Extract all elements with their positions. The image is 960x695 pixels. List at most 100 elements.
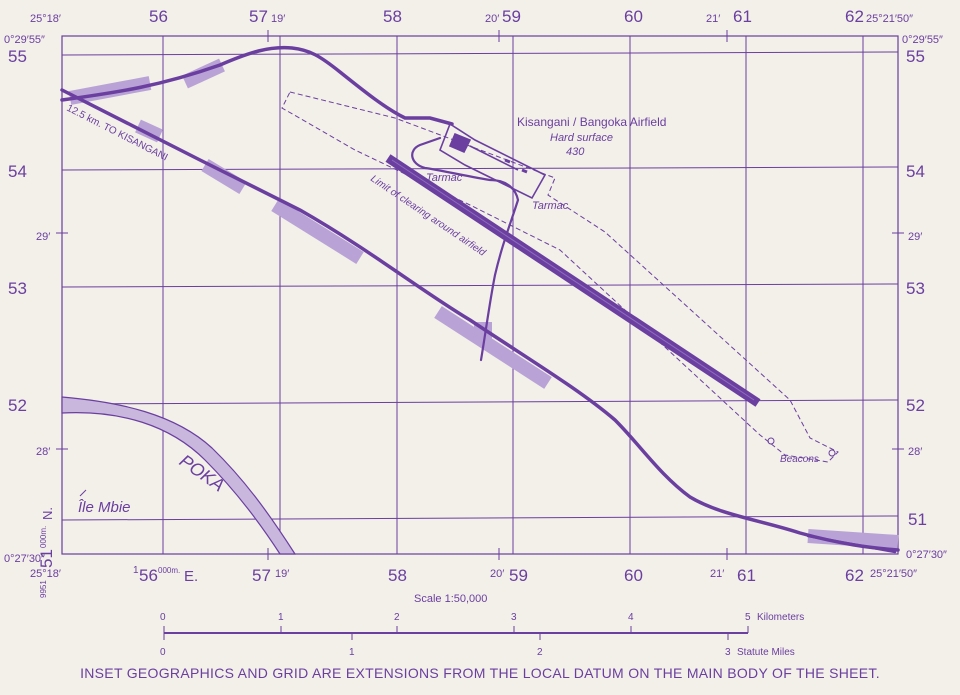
scale-bar: Scale 1:50,000 0 1 2 3 4 5 Kilometers 0 …	[160, 593, 804, 658]
tarmac-label-2: Tarmac	[532, 200, 569, 212]
northing-suffix: 000m.	[39, 526, 48, 548]
easting-grid	[162, 36, 864, 554]
corner-top-left-lon: 25°18′	[30, 13, 61, 25]
left-label-53: 53	[8, 279, 27, 298]
corner-coordinates: 25°18′ 0°29′55″ 25°21′50″ 0°29′55″ 0°27′…	[4, 13, 947, 580]
easting-label: 1 56 000m. E.	[133, 565, 198, 585]
right-label-52: 52	[906, 396, 925, 415]
right-label-51: 51	[908, 510, 927, 529]
mile-unit: Statute Miles	[737, 647, 795, 658]
right-label-55: 55	[906, 47, 925, 66]
corner-bottom-right-lat: 0°27′30″	[906, 549, 947, 561]
corner-bottom-right-lon: 25°21′50″	[870, 568, 917, 580]
minute-top-21: 21′	[706, 13, 720, 25]
left-label-55: 55	[8, 47, 27, 66]
grid-line-55	[61, 51, 899, 56]
corner-top-right-lat: 0°29′55″	[902, 34, 943, 46]
minute-left-28: 28′	[36, 446, 50, 458]
roads	[60, 45, 900, 554]
airfield-complex	[439, 122, 547, 200]
minute-ticks	[56, 30, 904, 560]
airfield-name: Kisangani / Bangoka Airfield	[517, 115, 666, 129]
right-label-54: 54	[906, 162, 925, 181]
northing-label: 51 9951 000m. N.	[37, 507, 56, 598]
km-unit: Kilometers	[757, 612, 804, 623]
corner-bottom-left-lat: 0°27′30″	[4, 553, 45, 565]
top-label-58: 58	[383, 7, 402, 26]
corner-top-right-lon: 25°21′50″	[866, 13, 913, 25]
bottom-grid-labels: 57 58 59 60 61 62	[252, 566, 864, 585]
minute-bottom-20: 20′	[490, 568, 504, 580]
top-label-59: 59	[502, 7, 521, 26]
minute-bottom-19: 19′	[275, 568, 289, 580]
minute-top-20: 20′	[485, 13, 499, 25]
tarmac-label-1: Tarmac	[426, 172, 463, 184]
datum-note: INSET GEOGRAPHICS AND GRID ARE EXTENSION…	[80, 665, 880, 681]
km-tick-3: 3	[511, 612, 517, 623]
map-frame	[61, 35, 899, 555]
km-ticks	[163, 626, 749, 633]
minute-top-19: 19′	[271, 13, 285, 25]
easting-suffix: 000m.	[158, 566, 180, 575]
top-grid-labels: 56 57 58 59 60 61 62	[149, 7, 864, 26]
easting-prefix: 1	[133, 565, 139, 576]
km-tick-0: 0	[160, 612, 166, 623]
minute-bottom-21: 21′	[710, 568, 724, 580]
scale-title: Scale 1:50,000	[414, 593, 487, 605]
bottom-label-58: 58	[388, 566, 407, 585]
mile-ticks	[163, 633, 729, 640]
km-tick-1: 1	[278, 612, 284, 623]
airfield-elevation: 430	[566, 146, 585, 158]
poka-river	[61, 396, 297, 555]
corner-bottom-left-lon: 25°18′	[30, 568, 61, 580]
left-grid-labels: 55 54 53 52	[8, 47, 27, 415]
terminal-building	[448, 132, 472, 154]
mile-tick-3: 3	[725, 647, 731, 658]
runway-centerline	[391, 159, 755, 401]
easting-value: 56	[139, 566, 158, 585]
mile-tick-2: 2	[537, 647, 543, 658]
beacons-label: Beacons	[780, 454, 819, 465]
minute-right-28: 28′	[908, 446, 922, 458]
right-grid-labels: 55 54 53 52 51	[906, 47, 927, 529]
terminal-apron	[439, 122, 547, 200]
beacon-2	[828, 449, 836, 457]
northing-direction: N.	[40, 507, 55, 520]
bottom-label-57: 57	[252, 566, 271, 585]
main-road	[60, 88, 900, 552]
minute-left-29: 29′	[36, 231, 50, 243]
easting-direction: E.	[184, 568, 198, 585]
right-label-53: 53	[906, 279, 925, 298]
left-label-54: 54	[8, 162, 27, 181]
top-label-57: 57	[249, 7, 268, 26]
bottom-label-61: 61	[737, 566, 756, 585]
mile-tick-0: 0	[160, 647, 166, 658]
minute-right-29: 29′	[908, 231, 922, 243]
northing-prefix: 9951	[39, 580, 48, 598]
top-label-60: 60	[624, 7, 643, 26]
island-label: Île Mbie	[78, 499, 131, 516]
beacons	[767, 437, 836, 457]
grid-line-51	[61, 515, 899, 521]
beacon-1	[767, 437, 775, 445]
corner-top-left-lat: 0°29′55″	[4, 34, 45, 46]
airfield-surface: Hard surface	[550, 132, 613, 144]
top-label-62: 62	[845, 7, 864, 26]
km-tick-5: 5	[745, 612, 751, 623]
upper-road	[60, 45, 454, 126]
grid-line-54	[61, 166, 899, 171]
km-tick-4: 4	[628, 612, 634, 623]
grid-line-53	[61, 283, 899, 288]
minute-labels: 19′ 20′ 21′ 19′ 20′ 21′ 29′ 28′ 29′ 28′	[36, 13, 922, 580]
bottom-label-60: 60	[624, 566, 643, 585]
km-tick-2: 2	[394, 612, 400, 623]
island-marker	[79, 489, 87, 497]
east-link-road	[806, 534, 897, 554]
bottom-label-59: 59	[509, 566, 528, 585]
northing-value: 51	[37, 549, 56, 568]
top-label-56: 56	[149, 7, 168, 26]
top-label-61: 61	[733, 7, 752, 26]
mile-tick-1: 1	[349, 647, 355, 658]
